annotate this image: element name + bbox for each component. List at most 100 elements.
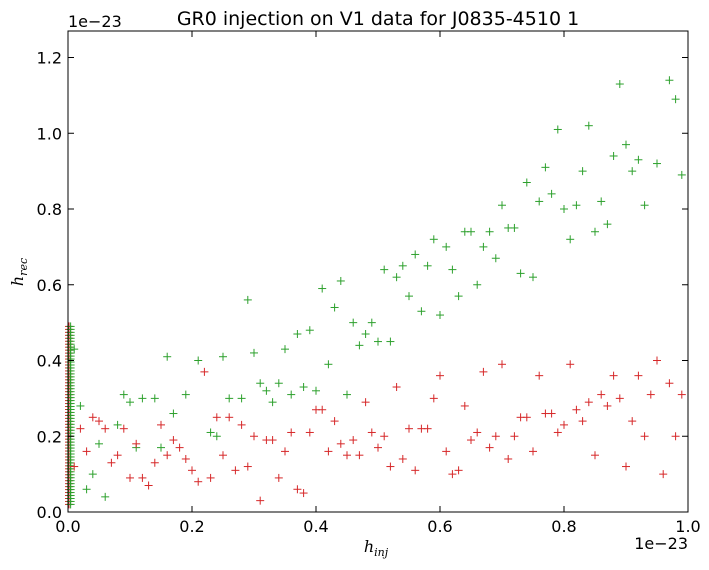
- data-point: [615, 394, 624, 403]
- data-point: [597, 197, 606, 206]
- data-point: [194, 477, 203, 486]
- data-point: [380, 432, 389, 441]
- data-point: [522, 413, 531, 422]
- data-point: [479, 367, 488, 376]
- data-point: [473, 428, 482, 437]
- data-point: [467, 436, 475, 445]
- data-point: [448, 470, 457, 479]
- data-point: [628, 167, 637, 176]
- data-point: [609, 151, 618, 160]
- data-point: [572, 201, 581, 210]
- data-point: [386, 462, 395, 471]
- tick-labels: 0.0 0.2 0.4 0.6 0.8 1.0 0.0 0.2 0.4 0.6 0.8 1.0 1.2: [37, 49, 701, 536]
- data-point: [529, 447, 537, 456]
- data-point: [349, 436, 358, 445]
- data-point: [671, 432, 680, 441]
- data-point: [423, 261, 432, 270]
- data-point: [181, 390, 190, 399]
- data-point: [603, 220, 612, 229]
- data-point: [429, 394, 438, 403]
- data-point: [355, 451, 364, 460]
- data-point: [324, 360, 333, 369]
- y-tick-label: 0.0: [37, 503, 62, 522]
- data-point: [584, 398, 593, 407]
- data-point: [132, 439, 141, 448]
- data-point: [281, 447, 289, 456]
- data-point: [504, 454, 513, 463]
- data-point: [572, 405, 581, 414]
- chart-title: GR0 injection on V1 data for J0835-4510 …: [177, 8, 579, 30]
- data-point: [231, 466, 240, 475]
- y-tick-label: 0.4: [37, 352, 62, 371]
- data-point: [237, 420, 246, 429]
- data-point: [454, 292, 463, 301]
- data-point: [225, 413, 234, 422]
- data-point: [510, 432, 519, 441]
- data-point: [299, 489, 308, 498]
- data-point: [436, 371, 444, 380]
- data-point: [541, 163, 550, 172]
- data-point: [622, 140, 630, 149]
- data-point: [268, 436, 277, 445]
- data-point: [665, 379, 674, 388]
- data-point: [157, 443, 165, 452]
- x-tick-label: 1.0: [675, 517, 700, 536]
- data-point: [206, 473, 215, 482]
- data-point: [398, 261, 407, 270]
- data-point: [82, 447, 91, 456]
- data-point: [150, 458, 159, 467]
- x-offset-text: 1e−23: [634, 534, 688, 553]
- data-point: [361, 329, 370, 338]
- data-point: [560, 420, 568, 429]
- data-point: [349, 318, 358, 327]
- data-point: [324, 447, 333, 456]
- data-point: [615, 80, 624, 89]
- data-point: [95, 439, 103, 448]
- data-point: [522, 178, 531, 187]
- data-point: [343, 390, 351, 399]
- data-point: [498, 360, 506, 369]
- data-markers: [65, 76, 686, 509]
- data-point: [374, 443, 382, 452]
- plot-frame: [67, 30, 689, 513]
- data-point: [367, 318, 376, 327]
- data-point: [212, 432, 221, 441]
- data-point: [591, 227, 599, 236]
- data-point: [485, 443, 494, 452]
- data-point: [584, 121, 593, 130]
- data-point: [560, 205, 568, 214]
- x-tick-label: 0.2: [179, 517, 204, 536]
- data-point: [274, 473, 283, 482]
- data-point: [398, 454, 407, 463]
- data-point: [361, 398, 370, 407]
- data-point: [547, 409, 556, 418]
- data-point: [460, 401, 469, 410]
- data-point: [436, 311, 444, 320]
- data-point: [318, 284, 327, 293]
- data-point: [237, 394, 246, 403]
- data-point: [101, 492, 110, 501]
- data-point: [219, 352, 227, 361]
- data-point: [510, 223, 519, 232]
- data-point: [175, 443, 184, 452]
- data-point: [529, 273, 537, 282]
- x-tick-label: 0.8: [551, 517, 576, 536]
- data-point: [634, 371, 643, 380]
- data-point: [88, 413, 97, 422]
- data-point: [305, 428, 314, 437]
- data-point: [157, 420, 165, 429]
- data-point: [181, 454, 190, 463]
- data-point: [491, 432, 500, 441]
- data-point: [677, 390, 686, 399]
- data-point: [454, 466, 463, 475]
- data-point: [442, 242, 451, 251]
- data-point: [628, 417, 637, 426]
- data-point: [553, 428, 562, 437]
- data-point: [305, 326, 314, 335]
- y-tick-label: 1.0: [37, 124, 62, 143]
- data-point: [566, 235, 575, 244]
- data-point: [330, 417, 339, 426]
- data-point: [163, 451, 172, 460]
- data-point: [516, 269, 525, 278]
- data-point: [374, 337, 382, 346]
